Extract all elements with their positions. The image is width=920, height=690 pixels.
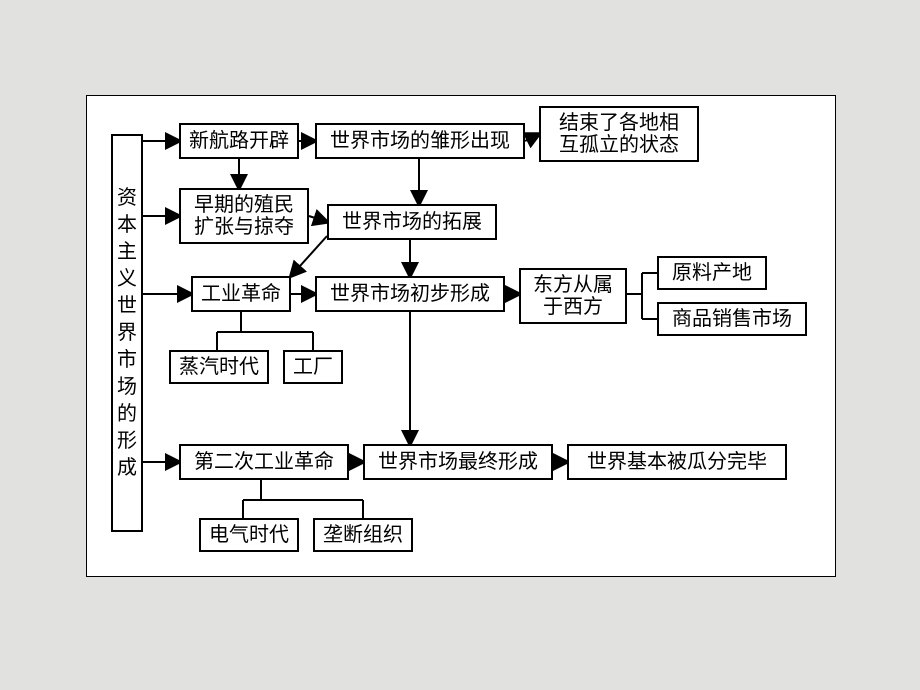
node-raw: 原料产地 xyxy=(657,256,767,290)
node-partition: 世界基本被瓜分完毕 xyxy=(567,444,787,480)
node-monopoly: 垄断组织 xyxy=(313,518,413,552)
slide: 资本主义世界市场的形成 新航路开辟世界市场的雏形出现结束了各地相 互孤立的状态早期… xyxy=(0,0,920,690)
connector-layer xyxy=(87,96,835,576)
node-steam: 蒸汽时代 xyxy=(169,350,269,384)
node-isolation: 结束了各地相 互孤立的状态 xyxy=(539,106,699,162)
diagram-canvas: 资本主义世界市场的形成 新航路开辟世界市场的雏形出现结束了各地相 互孤立的状态早期… xyxy=(86,95,836,577)
node-electric: 电气时代 xyxy=(199,518,299,552)
node-market: 商品销售市场 xyxy=(657,302,807,336)
node-east: 东方从属 于西方 xyxy=(519,268,627,324)
arrow xyxy=(309,216,327,222)
arrow xyxy=(525,134,539,141)
node-second_rev: 第二次工业革命 xyxy=(179,444,349,480)
node-new_route: 新航路开辟 xyxy=(179,123,299,159)
node-factory: 工厂 xyxy=(283,350,343,384)
node-colonial: 早期的殖民 扩张与掠夺 xyxy=(179,188,309,244)
node-embryo: 世界市场的雏形出现 xyxy=(315,123,525,159)
node-ind_rev: 工业革命 xyxy=(191,276,291,312)
node-prelim: 世界市场初步形成 xyxy=(315,276,505,312)
node-root: 资本主义世界市场的形成 xyxy=(111,134,143,532)
node-expand: 世界市场的拓展 xyxy=(327,204,497,240)
node-final: 世界市场最终形成 xyxy=(363,444,553,480)
